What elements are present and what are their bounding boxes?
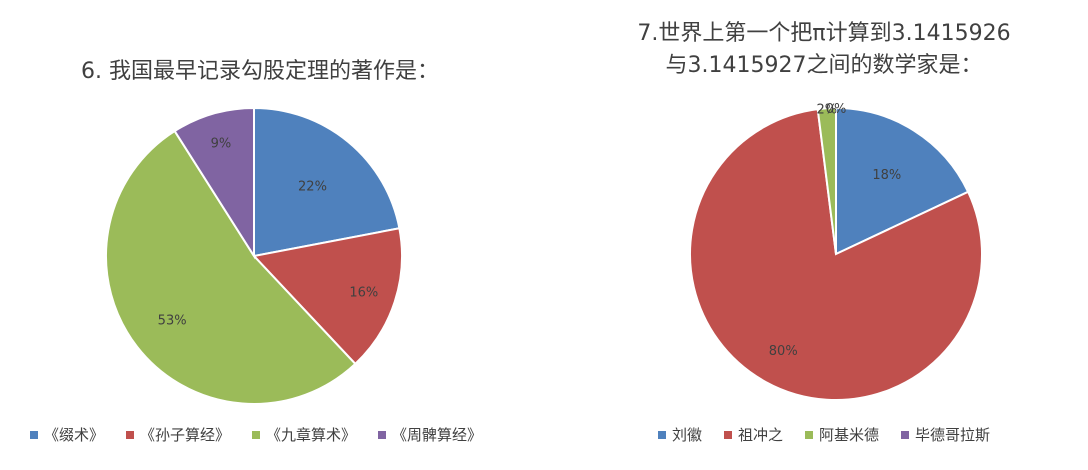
legend-label: 《周髀算经》 <box>392 426 483 444</box>
legend-swatch <box>805 430 814 439</box>
pie-plot: 22% 16% 53% 9% <box>105 106 403 405</box>
chart-title-line: 7.世界上第一个把π计算到3.1415926 <box>637 21 1011 46</box>
pie-chart-q7: 7.世界上第一个把π计算到3.1415926 与3.1415927之间的数学家是… <box>560 0 1088 470</box>
legend-label: 阿基米德 <box>819 426 880 444</box>
chart-title: 6. 我国最早记录勾股定理的著作是： <box>81 59 439 84</box>
chart-title: 7.世界上第一个把π计算到3.1415926 与3.1415927之间的数学家是… <box>560 18 1088 82</box>
legend-swatch <box>901 430 910 439</box>
legend-item: 刘徽 <box>658 424 702 445</box>
legend-swatch <box>378 430 387 439</box>
legend: 刘徽 祖冲之 阿基米德 毕德哥拉斯 <box>658 424 990 445</box>
legend-item: 阿基米德 <box>805 424 879 445</box>
pie-plot: 18% 80% 2%0% <box>689 102 983 401</box>
pie-slice <box>252 227 403 366</box>
legend-swatch <box>658 430 666 439</box>
legend-item: 毕德哥拉斯 <box>901 424 990 445</box>
legend-swatch <box>126 430 135 439</box>
legend-label: 《九章算术》 <box>266 426 357 444</box>
data-label: 18% <box>872 168 901 183</box>
pie-chart-q6: 6. 我国最早记录勾股定理的著作是： 22% 16% 53% 9% 《缀术》 《孙子算… <box>0 0 520 470</box>
data-label: 16% <box>349 286 378 301</box>
data-label: 0% <box>826 102 847 117</box>
legend-item: 《周髀算经》 <box>378 424 482 445</box>
legend-item: 《九章算术》 <box>252 424 356 445</box>
data-label: 80% <box>769 344 798 359</box>
legend-label: 《孙子算经》 <box>140 426 231 444</box>
data-label: 2% <box>817 102 838 117</box>
legend: 《缀术》 《孙子算经》 《九章算术》 《周髀算经》 <box>30 424 482 445</box>
pie-slice <box>105 129 357 405</box>
chart-title-line: 与3.1415927之间的数学家是： <box>665 53 983 78</box>
legend-swatch <box>30 430 38 439</box>
pie-slice <box>816 106 837 255</box>
legend-item: 《缀术》 <box>30 424 104 445</box>
pie-slice <box>689 108 983 401</box>
pie-slice <box>173 106 255 260</box>
legend-label: 毕德哥拉斯 <box>915 426 991 444</box>
legend-item: 《孙子算经》 <box>126 424 230 445</box>
data-label: 9% <box>211 136 232 151</box>
pie-slice <box>835 106 970 256</box>
legend-item: 祖冲之 <box>724 424 783 445</box>
pie-slice <box>253 106 401 258</box>
data-label: 22% <box>298 179 327 194</box>
legend-swatch <box>724 430 733 439</box>
legend-label: 《缀术》 <box>44 426 105 444</box>
legend-label: 刘徽 <box>672 426 703 444</box>
data-label: 53% <box>158 313 187 328</box>
legend-label: 祖冲之 <box>738 426 784 444</box>
legend-swatch <box>252 430 261 439</box>
